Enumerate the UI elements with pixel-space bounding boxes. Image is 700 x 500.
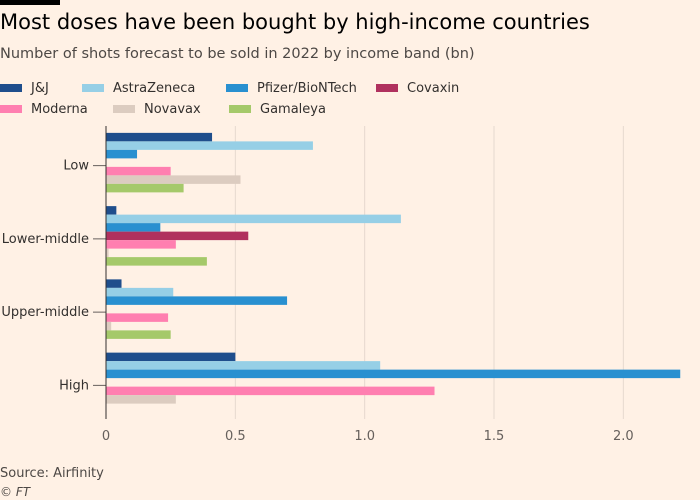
bar (106, 132, 213, 142)
category-label: Upper-middle (1, 305, 89, 320)
bar (106, 231, 249, 241)
bar (106, 248, 109, 258)
legend-swatch (0, 105, 22, 113)
bar (106, 214, 401, 224)
legend-swatch (226, 84, 248, 92)
bar (106, 386, 435, 396)
bar (106, 330, 171, 339)
legend-swatch (376, 84, 398, 92)
legend-label: Pfizer/BioNTech (257, 80, 357, 96)
bar (106, 149, 138, 159)
x-tick-label: 0 (102, 429, 110, 444)
category-label: High (59, 378, 89, 393)
legend-item-gamaleya: Gamaleya (229, 99, 326, 119)
legend-item-astrazeneca: AstraZeneca (82, 78, 195, 98)
legend-swatch (0, 84, 22, 92)
legend-label: Novavax (144, 101, 201, 117)
bar (106, 223, 161, 232)
legend-swatch (82, 84, 104, 92)
bar (106, 313, 169, 322)
bar (106, 240, 176, 249)
bar (106, 257, 207, 266)
legend-label: Covaxin (407, 80, 460, 96)
bar (106, 183, 184, 193)
legend-label: AstraZeneca (113, 80, 196, 96)
x-tick-label: 0.5 (225, 429, 246, 444)
legend-swatch (229, 105, 251, 113)
legend-item-covaxin: Covaxin (376, 78, 459, 98)
bar (106, 296, 288, 305)
bar-chart-plot: 0 0.5 1.0 1.5 2.0 Low Lower-middle Upper-middle… (1, 126, 681, 444)
source-note: Source: Airfinity (0, 466, 104, 481)
legend-item-jnj: J&J (0, 78, 49, 98)
x-tick-label: 2.0 (613, 429, 634, 444)
legend-swatch (113, 105, 135, 113)
category-label: Lower-middle (2, 232, 89, 247)
chart-legend: J&J AstraZeneca Pfizer/BioNTech Covaxin … (0, 78, 700, 120)
bar (106, 321, 112, 331)
bar (106, 352, 236, 362)
legend-item-pfizer: Pfizer/BioNTech (226, 78, 357, 98)
bar (106, 361, 381, 370)
bar (106, 369, 681, 379)
bar (106, 395, 176, 404)
category-label: Low (63, 159, 89, 174)
bar (106, 279, 122, 288)
x-tick-label: 1.5 (484, 429, 505, 444)
x-tick-label: 1.0 (354, 429, 375, 444)
legend-label: Gamaleya (260, 101, 326, 117)
ft-top-bar (0, 0, 60, 5)
bar (106, 175, 241, 184)
legend-label: J&J (31, 80, 49, 96)
legend-item-moderna: Moderna (0, 99, 88, 119)
chart-title: Most doses have been bought by high-inco… (0, 10, 590, 34)
bar (106, 206, 117, 215)
legend-label: Moderna (31, 101, 88, 117)
bar (106, 287, 174, 297)
bar (106, 141, 313, 150)
ft-credit: © FT (0, 485, 31, 499)
legend-item-novavax: Novavax (113, 99, 201, 119)
bar (106, 166, 171, 176)
chart-subtitle: Number of shots forecast to be sold in 2… (0, 46, 475, 62)
